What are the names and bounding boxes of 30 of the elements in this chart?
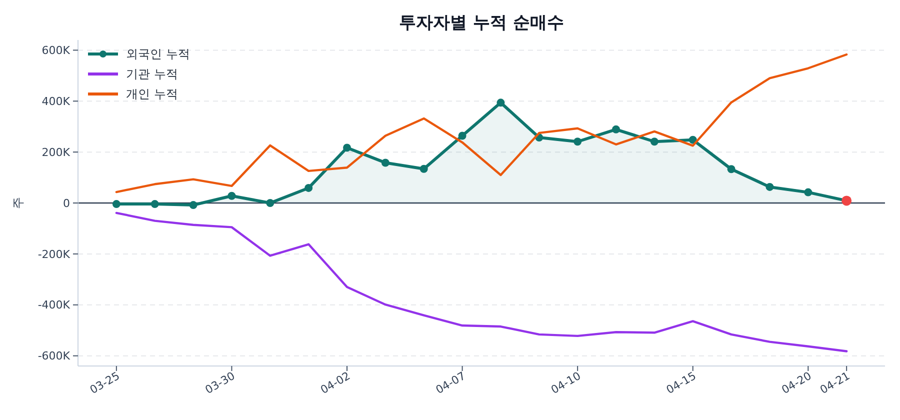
point (804, 188, 812, 196)
point (420, 164, 428, 173)
point (266, 199, 274, 207)
legend-label: 기관 누적 (126, 67, 178, 82)
point (650, 138, 658, 146)
point (228, 192, 236, 200)
point (304, 184, 313, 192)
y-tick-label: 400K (42, 94, 71, 108)
y-tick-label: -200K (38, 248, 71, 261)
point (458, 132, 466, 140)
point (189, 201, 198, 210)
y-tick-label: 200K (42, 146, 71, 159)
point (727, 165, 736, 174)
y-axis-title: 주 (11, 197, 25, 209)
point (381, 158, 390, 167)
y-tick-label: 0 (63, 196, 70, 210)
y-tick-label: -400K (38, 298, 71, 312)
y-tick-label: -600K (38, 350, 71, 363)
chart-title: 투자자별 누적 순매수 (399, 13, 564, 33)
point (343, 144, 351, 152)
point (150, 200, 159, 208)
point (766, 182, 774, 191)
legend-label: 개인 누적 (126, 87, 178, 102)
point (112, 200, 120, 208)
point (574, 138, 582, 146)
legend-label: 외국인 누적 (126, 47, 190, 62)
line-series (115, 212, 848, 352)
point (496, 98, 505, 107)
point (612, 125, 620, 134)
y-tick-label: 600K (42, 44, 71, 58)
